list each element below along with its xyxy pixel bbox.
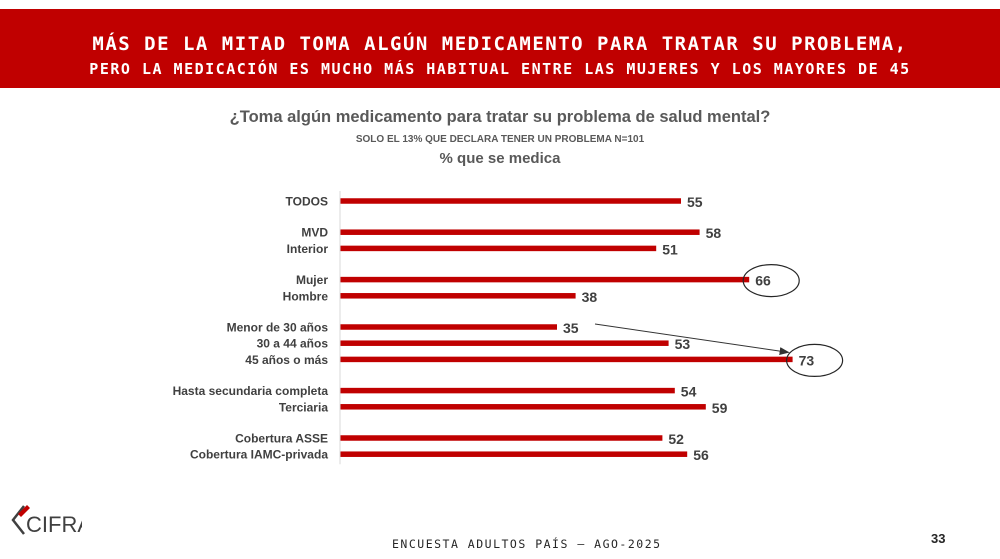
survey-footer: ENCUESTA ADULTOS PAÍS – AGO-2025 bbox=[392, 537, 662, 551]
value-label-cobertura-iamc-privada: 56 bbox=[693, 447, 709, 463]
highlight-circle-45-anos-o-mas bbox=[785, 343, 844, 377]
category-label-cobertura-iamc-privada: Cobertura IAMC-privada bbox=[190, 448, 328, 462]
value-label-terciaria: 59 bbox=[712, 400, 728, 416]
page-number: 33 bbox=[931, 531, 946, 546]
bar-cobertura-iamc-privada bbox=[340, 451, 688, 457]
highlight-circle-mujer bbox=[742, 264, 800, 298]
bar-45-anos-o-mas bbox=[340, 356, 793, 363]
trend-arrow bbox=[594, 323, 790, 356]
bar-hombre bbox=[340, 293, 576, 299]
bar-todos bbox=[340, 198, 681, 204]
value-label-hasta-secundaria-completa: 54 bbox=[681, 384, 697, 400]
category-label-cobertura-asse: Cobertura ASSE bbox=[235, 432, 328, 446]
value-label-mvd: 58 bbox=[706, 225, 722, 241]
value-label-30-a-44-anos: 53 bbox=[675, 336, 691, 352]
value-label-45-anos-o-mas: 73 bbox=[799, 352, 815, 368]
category-label-menor-de-30-anos: Menor de 30 años bbox=[227, 321, 329, 335]
category-label-hombre: Hombre bbox=[283, 289, 329, 303]
title-line-2: PERO LA MEDICACIÓN ES MUCHO MÁS HABITUAL… bbox=[89, 60, 911, 78]
title-line-1: MÁS DE LA MITAD TOMA ALGÚN MEDICAMENTO P… bbox=[92, 33, 908, 55]
bar-cobertura-asse bbox=[340, 435, 663, 441]
value-label-mujer: 66 bbox=[755, 273, 771, 289]
category-label-45-anos-o-mas: 45 años o más bbox=[245, 353, 328, 367]
chart-subtitle: SOLO EL 13% QUE DECLARA TENER UN PROBLEM… bbox=[355, 134, 645, 145]
value-label-hombre: 38 bbox=[582, 289, 598, 305]
value-label-cobertura-asse: 52 bbox=[668, 431, 684, 447]
bar-hasta-secundaria-completa bbox=[340, 387, 675, 394]
category-label-30-a-44-anos: 30 a 44 años bbox=[257, 337, 329, 351]
bar-mujer bbox=[340, 276, 750, 283]
category-label-mujer: Mujer bbox=[296, 273, 328, 287]
bar-30-a-44-anos bbox=[340, 340, 669, 346]
bar-mvd bbox=[340, 229, 700, 235]
value-label-todos: 55 bbox=[687, 194, 703, 210]
bar-menor-de-30-anos bbox=[340, 324, 557, 330]
logo-text: CIFRA bbox=[26, 512, 82, 537]
value-label-interior: 51 bbox=[662, 241, 678, 257]
bar-terciaria bbox=[340, 404, 706, 410]
cifra-logo: CIFRA bbox=[10, 500, 92, 545]
title-banner: MÁS DE LA MITAD TOMA ALGÚN MEDICAMENTO P… bbox=[0, 9, 1000, 88]
category-label-interior: Interior bbox=[287, 242, 329, 256]
category-label-todos: TODOS bbox=[286, 195, 328, 209]
bar-interior bbox=[340, 245, 657, 252]
chart-measure-label: % que se medica bbox=[439, 150, 561, 167]
category-label-mvd: MVD bbox=[301, 226, 328, 240]
chart-title: ¿Toma algún medicamento para tratar su p… bbox=[229, 108, 771, 126]
category-label-hasta-secundaria-completa: Hasta secundaria completa bbox=[173, 384, 329, 398]
category-label-terciaria: Terciaria bbox=[279, 400, 328, 414]
value-label-menor-de-30-anos: 35 bbox=[563, 320, 579, 336]
